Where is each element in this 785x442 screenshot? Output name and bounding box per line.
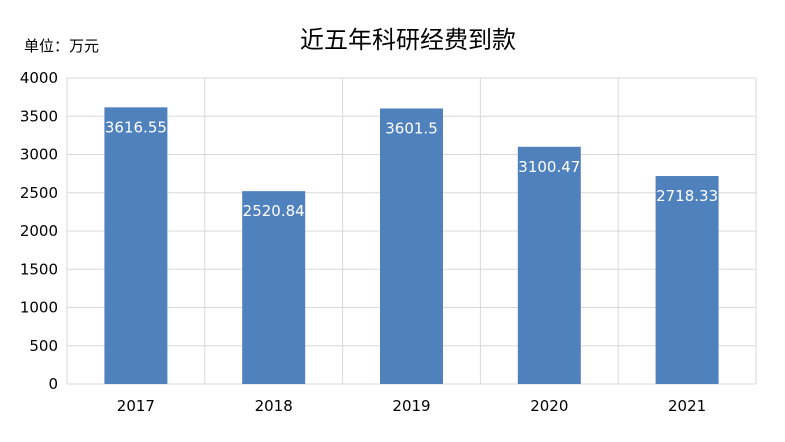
y-tick-label: 2000 <box>20 222 58 240</box>
y-tick-label: 1500 <box>20 260 58 278</box>
data-label: 2718.33 <box>656 187 718 205</box>
bars <box>104 107 719 384</box>
y-tick-label: 2500 <box>20 184 58 202</box>
x-tick-label: 2018 <box>255 397 293 415</box>
y-tick-label: 1000 <box>20 299 58 317</box>
x-tick-label: 2020 <box>530 397 568 415</box>
data-label: 3616.55 <box>105 118 167 136</box>
y-axis-tick-labels: 0 500 1000 1500 2000 2500 3000 3500 4000 <box>20 69 58 393</box>
y-tick-label: 500 <box>29 337 58 355</box>
y-tick-label: 3000 <box>20 146 58 164</box>
bar-2021 <box>655 176 719 384</box>
data-label: 3100.47 <box>518 158 580 176</box>
bar-2018 <box>242 191 306 384</box>
x-tick-label: 2021 <box>668 397 706 415</box>
y-tick-label: 3500 <box>20 107 58 125</box>
chart-title: 近五年科研经费到款 <box>300 26 516 54</box>
data-label: 2520.84 <box>243 202 305 220</box>
data-label: 3601.5 <box>385 119 438 137</box>
x-tick-label: 2019 <box>392 397 430 415</box>
x-axis-tick-labels: 2017 2018 2019 2020 2021 <box>117 397 706 415</box>
unit-label: 单位：万元 <box>24 37 99 55</box>
data-labels: 3616.55 2520.84 3601.5 3100.47 2718.33 <box>105 118 718 220</box>
y-tick-label: 4000 <box>20 69 58 87</box>
y-tick-label: 0 <box>48 375 58 393</box>
bar-2020 <box>517 146 581 384</box>
bar-2019 <box>380 108 443 384</box>
x-tick-label: 2017 <box>117 397 155 415</box>
bar-2017 <box>104 107 168 384</box>
